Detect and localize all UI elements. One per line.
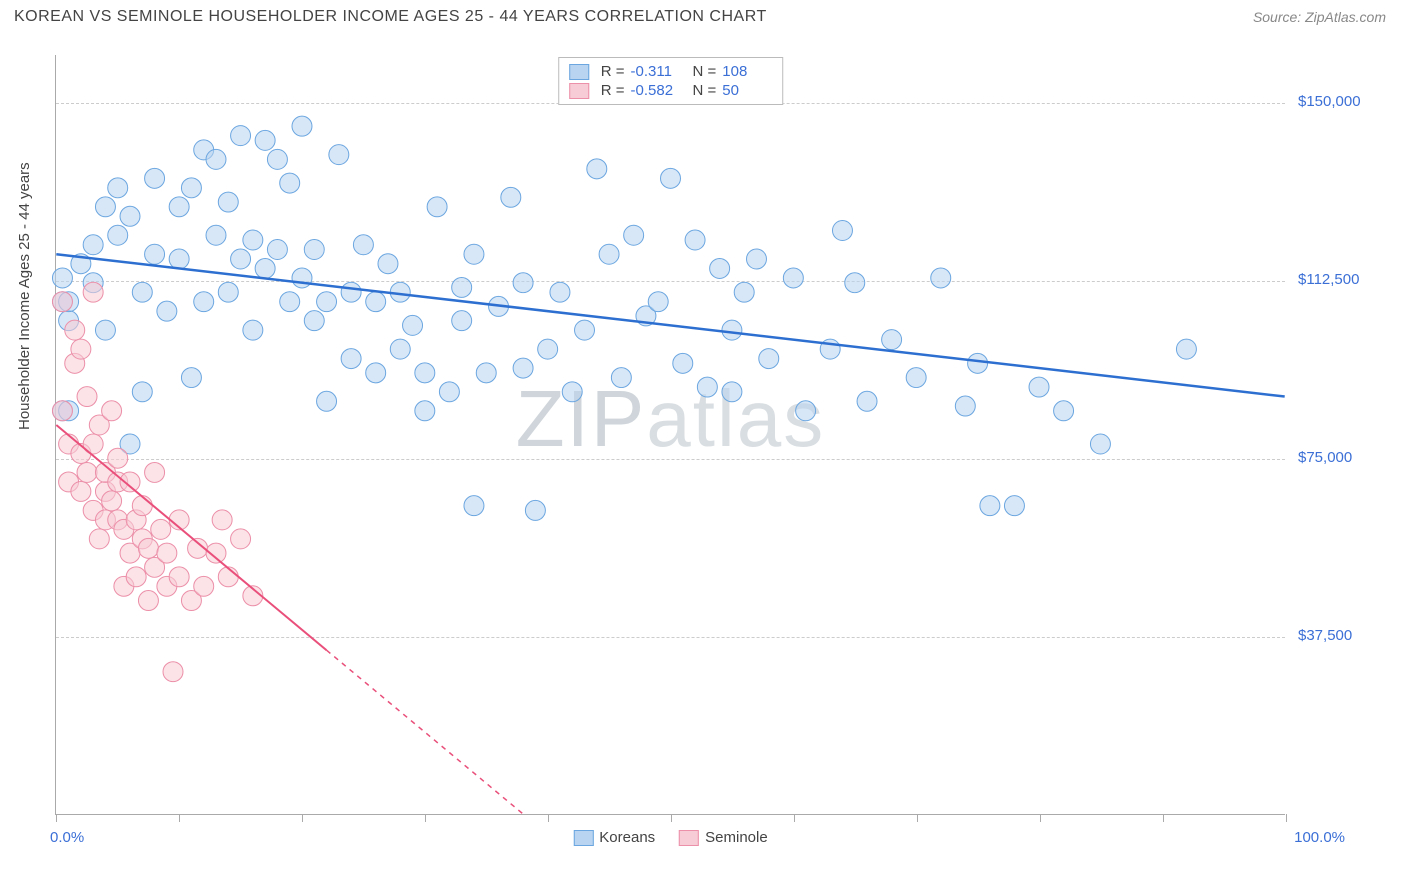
source-attribution: Source: ZipAtlas.com (1253, 9, 1386, 25)
legend-swatch (569, 83, 589, 99)
r-value: -0.311 (631, 63, 681, 80)
x-tick (548, 814, 549, 822)
r-label: R = (601, 82, 625, 99)
legend-item: Koreans (573, 829, 655, 846)
trend-line (56, 425, 326, 650)
x-axis-max-label: 100.0% (1294, 829, 1345, 846)
chart-title: KOREAN VS SEMINOLE HOUSEHOLDER INCOME AG… (14, 8, 767, 26)
y-tick-label: $75,000 (1298, 449, 1352, 466)
x-tick (1040, 814, 1041, 822)
trend-line-dashed (327, 650, 524, 814)
plot-area: ZIPatlas $37,500$75,000$112,500$150,000 … (55, 55, 1285, 815)
legend-swatch (573, 830, 593, 846)
x-tick (425, 814, 426, 822)
y-tick-label: $112,500 (1298, 271, 1359, 288)
n-label: N = (693, 63, 717, 80)
legend-label: Seminole (705, 829, 768, 846)
x-tick (1163, 814, 1164, 822)
stats-legend: R = -0.311 N = 108 R = -0.582 N = 50 (558, 57, 784, 105)
legend-label: Koreans (599, 829, 655, 846)
x-tick (794, 814, 795, 822)
legend-stat-row: R = -0.582 N = 50 (569, 81, 773, 100)
legend-swatch (679, 830, 699, 846)
x-tick (179, 814, 180, 822)
y-tick-label: $150,000 (1298, 93, 1361, 110)
legend-swatch (569, 64, 589, 80)
x-tick (671, 814, 672, 822)
legend-item: Seminole (679, 829, 768, 846)
x-tick (302, 814, 303, 822)
r-label: R = (601, 63, 625, 80)
y-tick-label: $37,500 (1298, 627, 1352, 644)
n-label: N = (693, 82, 717, 99)
x-tick (917, 814, 918, 822)
trend-lines (56, 55, 1285, 814)
legend-stat-row: R = -0.311 N = 108 (569, 62, 773, 81)
x-axis-min-label: 0.0% (50, 829, 84, 846)
n-value: 50 (722, 82, 772, 99)
series-legend: Koreans Seminole (573, 829, 767, 846)
x-tick (56, 814, 57, 822)
x-tick (1286, 814, 1287, 822)
n-value: 108 (722, 63, 772, 80)
r-value: -0.582 (631, 82, 681, 99)
y-axis-label: Householder Income Ages 25 - 44 years (16, 162, 33, 430)
trend-line (56, 254, 1284, 396)
